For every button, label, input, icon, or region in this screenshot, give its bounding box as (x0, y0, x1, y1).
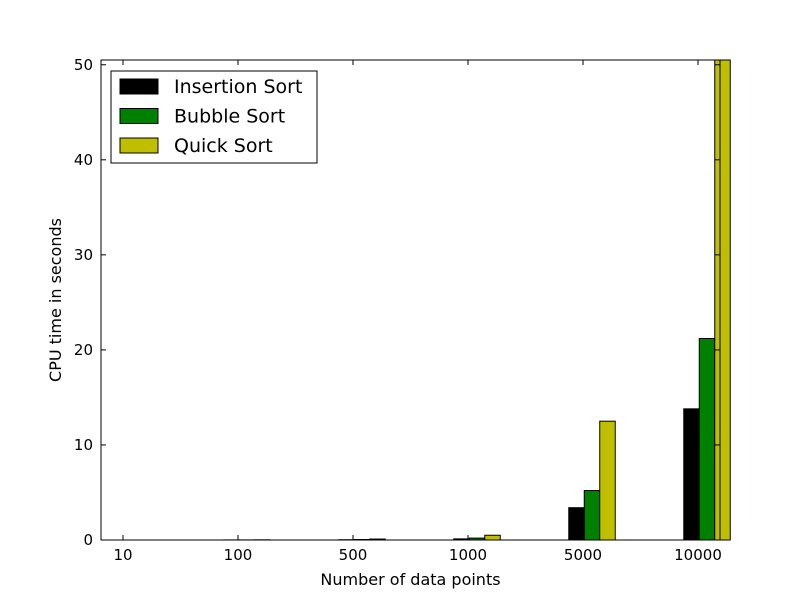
legend-label-insertion-sort: Insertion Sort (174, 76, 302, 98)
x-tick-label: 100 (224, 546, 253, 564)
x-axis-label: Number of data points (320, 570, 500, 589)
y-tick-label: 40 (74, 151, 93, 169)
bar-bubble-sort-5000 (583, 490, 601, 541)
plot-frame (100, 59, 721, 541)
bar-insertion-sort-10000 (683, 408, 700, 541)
legend: Insertion Sort Bubble Sort Quick Sort (110, 70, 318, 164)
bar-quick-sort-5000 (599, 420, 616, 541)
bar-bubble-sort-10000 (698, 337, 716, 541)
y-tick-label: 50 (74, 56, 93, 74)
bar-quick-sort-1000 (484, 534, 501, 541)
x-tick-label: 1000 (449, 546, 487, 564)
y-axis-label: CPU time in seconds (46, 218, 65, 382)
bars-group (223, 59, 731, 541)
bar-quick-sort-10000 (714, 59, 731, 541)
bar-insertion-sort-5000 (568, 507, 585, 541)
y-tick-label: 10 (74, 436, 93, 454)
x-tick-label: 500 (339, 546, 368, 564)
x-tick-label: 10 (113, 546, 132, 564)
y-tick-label: 20 (74, 341, 93, 359)
x-tick-label: 10000 (674, 546, 722, 564)
legend-label-bubble-sort: Bubble Sort (174, 106, 285, 128)
legend-swatch-quick-sort (119, 137, 159, 154)
legend-swatch-bubble-sort (119, 108, 159, 124)
y-tick-label: 0 (83, 531, 93, 549)
legend-swatch-insertion-sort (119, 78, 159, 95)
ticks-group: 10 100 500 1000 5000 10000 0 10 20 30 40 50 (74, 56, 722, 564)
x-tick-label: 5000 (564, 546, 602, 564)
legend-label-quick-sort: Quick Sort (174, 135, 273, 157)
y-tick-label: 30 (74, 246, 93, 264)
